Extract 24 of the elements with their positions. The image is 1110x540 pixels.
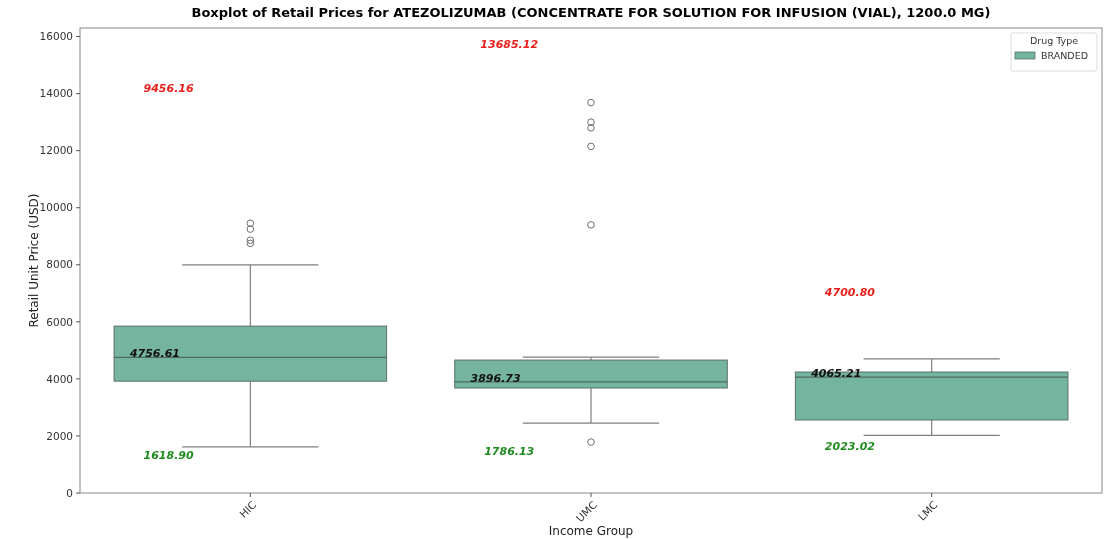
- chart-title: Boxplot of Retail Prices for ATEZOLIZUMAB (CONCENTRATE FOR SOLUTION FOR INFUSION (VIAL), 1200.0 MG): [191, 5, 991, 20]
- y-tick-label: 4000: [46, 372, 73, 385]
- annotation: 9456.16: [143, 82, 194, 96]
- legend-title: Drug Type: [1029, 35, 1079, 46]
- y-tick-label: 2000: [46, 429, 73, 442]
- y-tick-label: 10000: [39, 201, 73, 214]
- legend-label: BRANDED: [1041, 50, 1088, 62]
- y-tick-label: 6000: [46, 315, 73, 328]
- annotation: 3896.73: [470, 371, 522, 385]
- y-tick-label: 8000: [46, 258, 73, 271]
- y-tick-label: 0: [66, 486, 73, 499]
- annotation: 2023.02: [824, 439, 876, 453]
- annotation: 4065.21: [810, 366, 862, 380]
- y-tick-label: 12000: [39, 144, 73, 157]
- y-axis-title: Retail Unit Price (USD): [27, 193, 41, 328]
- annotation: 4756.61: [128, 347, 180, 361]
- y-tick-label: 16000: [39, 30, 73, 43]
- annotation: 13685.12: [480, 38, 539, 52]
- annotation: 1618.90: [143, 448, 194, 462]
- annotation: 4700.80: [823, 285, 876, 299]
- x-tick-label: HIC: [236, 498, 259, 520]
- annotation: 1786.13: [484, 445, 535, 459]
- y-tick-label: 14000: [39, 87, 73, 100]
- x-axis-title: Income Group: [548, 524, 634, 538]
